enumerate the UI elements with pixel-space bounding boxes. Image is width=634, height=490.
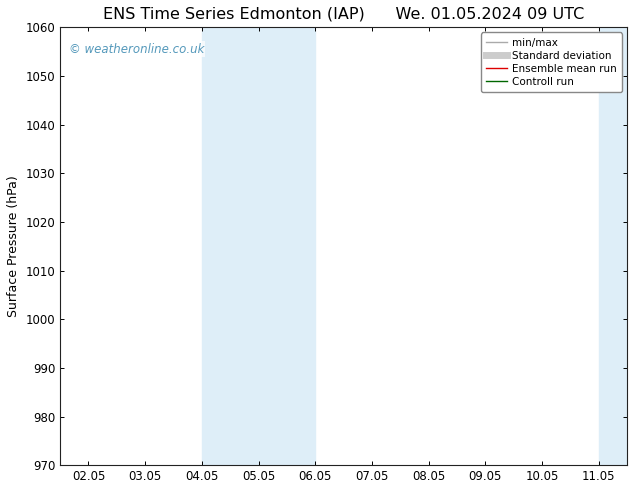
Bar — [259, 27, 315, 465]
Text: © weatheronline.co.uk: © weatheronline.co.uk — [68, 43, 204, 55]
Bar — [202, 27, 259, 465]
Title: ENS Time Series Edmonton (IAP)      We. 01.05.2024 09 UTC: ENS Time Series Edmonton (IAP) We. 01.05… — [103, 7, 584, 22]
Legend: min/max, Standard deviation, Ensemble mean run, Controll run: min/max, Standard deviation, Ensemble me… — [481, 32, 622, 92]
Bar — [627, 27, 634, 465]
Bar — [598, 27, 627, 465]
Y-axis label: Surface Pressure (hPa): Surface Pressure (hPa) — [7, 175, 20, 317]
